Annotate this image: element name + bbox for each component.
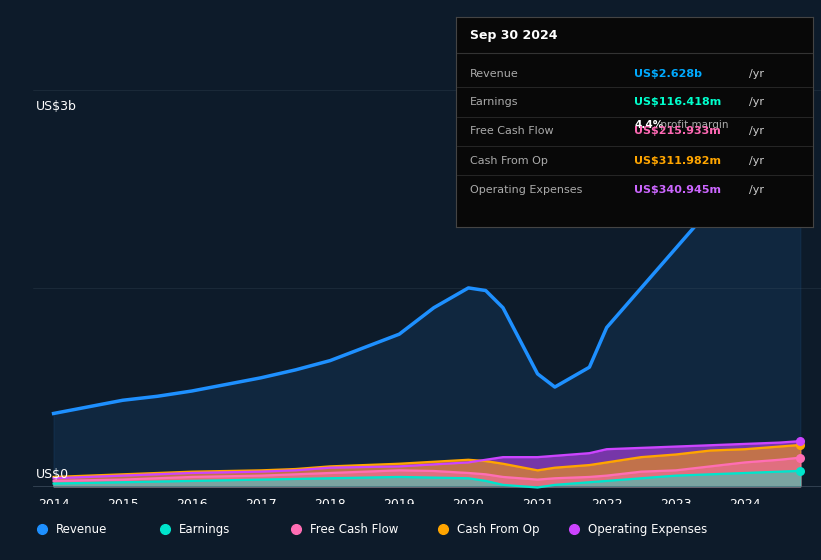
Text: Earnings: Earnings [179, 522, 231, 536]
Point [794, 466, 807, 475]
Text: US$311.982m: US$311.982m [635, 156, 721, 166]
Text: /yr: /yr [749, 126, 764, 136]
Text: US$215.933m: US$215.933m [635, 126, 721, 136]
Text: US$3b: US$3b [36, 100, 77, 113]
Text: US$116.418m: US$116.418m [635, 97, 722, 107]
Point [794, 132, 807, 141]
Text: Free Cash Flow: Free Cash Flow [310, 522, 398, 536]
Text: Operating Expenses: Operating Expenses [470, 185, 582, 195]
Text: Cash From Op: Cash From Op [456, 522, 539, 536]
Point [794, 437, 807, 446]
Text: Operating Expenses: Operating Expenses [588, 522, 707, 536]
Text: Revenue: Revenue [470, 68, 519, 78]
Point [794, 441, 807, 450]
Text: Revenue: Revenue [56, 522, 107, 536]
Text: Cash From Op: Cash From Op [470, 156, 548, 166]
Text: Earnings: Earnings [470, 97, 518, 107]
Text: Free Cash Flow: Free Cash Flow [470, 126, 553, 136]
Text: 4.4%: 4.4% [635, 120, 663, 130]
Text: US$2.628b: US$2.628b [635, 68, 702, 78]
Text: /yr: /yr [749, 97, 764, 107]
Text: Sep 30 2024: Sep 30 2024 [470, 29, 557, 42]
Text: US$0: US$0 [36, 468, 70, 481]
Text: /yr: /yr [749, 185, 764, 195]
Text: /yr: /yr [749, 156, 764, 166]
Text: /yr: /yr [749, 68, 764, 78]
Text: profit margin: profit margin [658, 120, 729, 130]
Point [794, 453, 807, 462]
Text: US$340.945m: US$340.945m [635, 185, 721, 195]
